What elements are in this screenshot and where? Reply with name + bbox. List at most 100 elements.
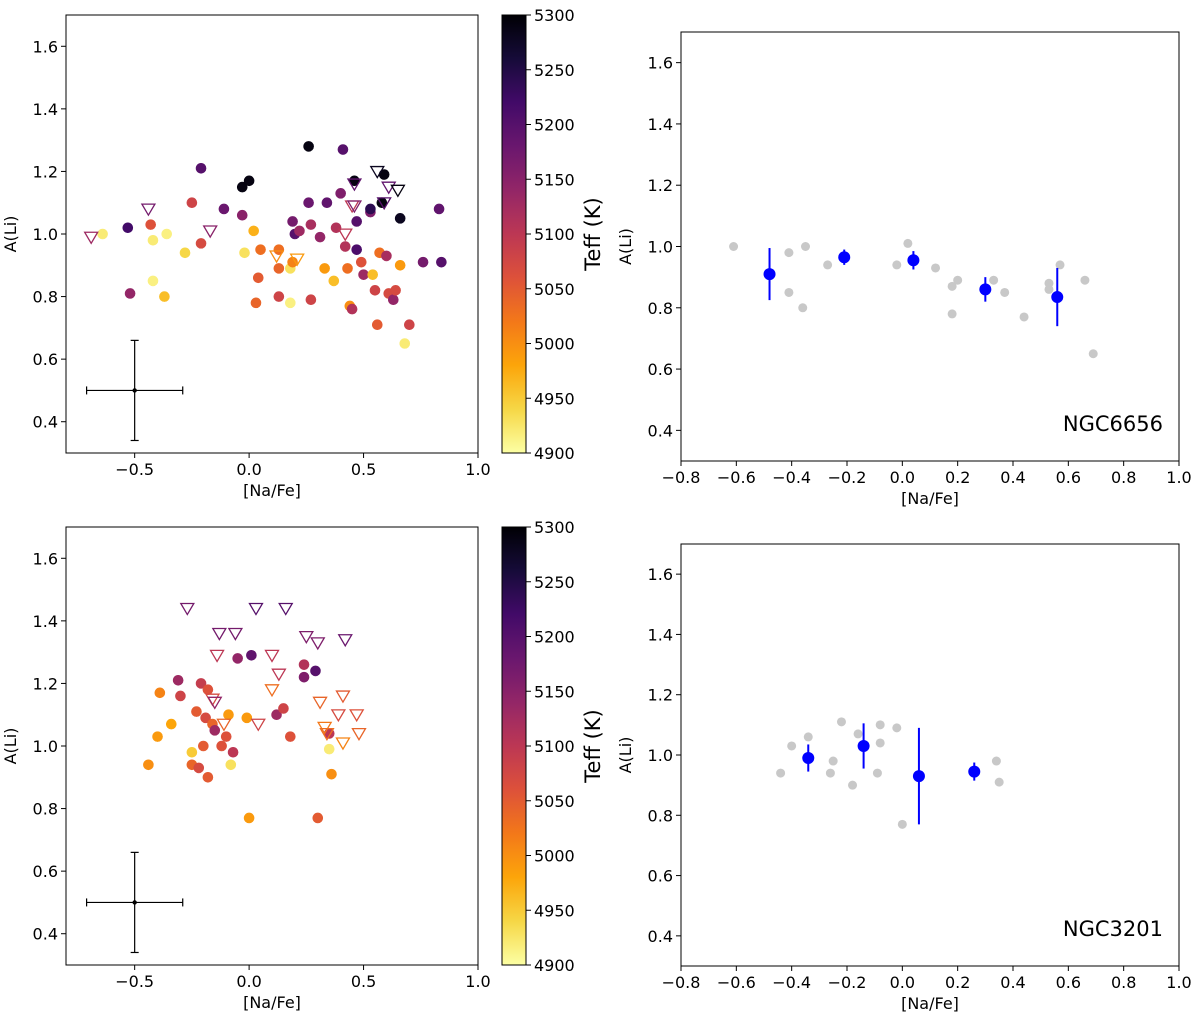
y-tick-label: 0.6 bbox=[33, 350, 58, 369]
plot-frame bbox=[65, 14, 479, 454]
detection-point bbox=[285, 731, 296, 742]
detection-point bbox=[342, 263, 353, 274]
detection-point bbox=[312, 812, 324, 824]
gray-point bbox=[892, 260, 902, 270]
y-tick-label: 1.6 bbox=[33, 37, 58, 56]
detection-point bbox=[246, 649, 257, 661]
x-tick-label: −0.2 bbox=[828, 468, 867, 487]
colorbar-tick-label: 5100 bbox=[534, 225, 575, 244]
x-tick-label: 1.0 bbox=[1166, 973, 1191, 992]
gray-point bbox=[1019, 312, 1029, 322]
upper-limit-marker bbox=[337, 228, 353, 242]
detection-point bbox=[294, 225, 305, 237]
detection-point bbox=[159, 291, 170, 302]
detection-point bbox=[310, 665, 321, 677]
x-tick-label: 0.5 bbox=[351, 460, 376, 479]
colorbar-tick-label: 4950 bbox=[534, 901, 575, 920]
x-tick-label: 0.4 bbox=[1000, 468, 1025, 487]
detection-point bbox=[323, 743, 335, 755]
upper-limit-marker bbox=[312, 696, 328, 710]
gray-point bbox=[892, 723, 902, 733]
y-tick-label: 1.2 bbox=[33, 674, 58, 693]
y-tick-label: 1.2 bbox=[648, 176, 673, 195]
detection-point bbox=[198, 740, 209, 752]
x-tick-label: 0.4 bbox=[1000, 973, 1025, 992]
x-tick-label: 0.0 bbox=[890, 468, 915, 487]
upper-limit-marker bbox=[335, 737, 351, 751]
gray-point bbox=[947, 281, 957, 291]
blue-mean-point bbox=[802, 752, 815, 765]
detection-point bbox=[250, 297, 262, 309]
panel-bottom-left: −0.5 0.0 0.5 1.0 0.4 0.6 0.8 1.0 1.2 1.4 1.6 [Na/Fe… bbox=[1, 518, 605, 1012]
y-tick-label: 1.6 bbox=[33, 549, 58, 568]
y-axis-label: A(Li) bbox=[1, 216, 20, 253]
gray-point bbox=[1000, 287, 1010, 297]
detection-point bbox=[369, 285, 381, 296]
upper-limit-marker bbox=[330, 709, 347, 723]
y-tick-label: 0.4 bbox=[648, 421, 673, 440]
plot-area bbox=[729, 238, 1098, 359]
gray-point bbox=[848, 780, 858, 790]
colorbar-tick-label: 5200 bbox=[534, 628, 575, 647]
detection-point bbox=[252, 272, 264, 284]
detection-point bbox=[202, 771, 214, 783]
blue-mean-point bbox=[968, 765, 981, 778]
detection-point bbox=[154, 687, 166, 699]
colorbar-tick-label: 5100 bbox=[534, 737, 575, 756]
upper-limit-marker bbox=[268, 250, 285, 264]
upper-limit-marker bbox=[248, 602, 264, 616]
detection-point bbox=[223, 709, 234, 721]
detection-point bbox=[200, 712, 211, 724]
y-tick-label: 1.4 bbox=[648, 625, 673, 644]
x-tick-label: 1.0 bbox=[1166, 468, 1191, 487]
colorbar-tick-label: 5300 bbox=[534, 6, 575, 25]
gray-point bbox=[1088, 349, 1098, 359]
detection-point bbox=[97, 228, 108, 240]
detection-point bbox=[175, 690, 186, 702]
detection-point bbox=[298, 671, 310, 683]
gray-point bbox=[991, 756, 1001, 766]
x-tick-label: 0.2 bbox=[945, 973, 970, 992]
detection-point bbox=[330, 222, 342, 234]
upper-limit-marker bbox=[271, 668, 287, 682]
detection-point bbox=[305, 219, 317, 230]
upper-limit-marker bbox=[337, 634, 353, 648]
colorbar-tick-label: 5150 bbox=[534, 170, 575, 189]
x-tick-label: −0.6 bbox=[717, 973, 756, 992]
colorbar-tick-label: 5150 bbox=[534, 682, 575, 701]
y-tick-label: 0.4 bbox=[33, 925, 58, 944]
detection-point bbox=[303, 197, 314, 209]
y-tick-label: 1.6 bbox=[648, 565, 673, 584]
colorbar-tick-label: 5050 bbox=[534, 280, 575, 299]
x-tick-label: −0.2 bbox=[828, 973, 867, 992]
upper-limit-marker bbox=[216, 718, 232, 732]
gray-point bbox=[1055, 260, 1065, 270]
blue-mean-point bbox=[979, 283, 992, 296]
detection-point bbox=[248, 225, 259, 237]
x-tick-label: 1.0 bbox=[465, 460, 490, 479]
upper-limit-marker bbox=[264, 684, 280, 698]
x-axis-label: [Na/Fe] bbox=[243, 481, 301, 500]
plot-area bbox=[83, 141, 447, 442]
detection-point bbox=[239, 247, 250, 259]
y-tick-label: 1.2 bbox=[648, 686, 673, 705]
detection-point bbox=[236, 209, 248, 221]
gray-point bbox=[776, 768, 786, 778]
gray-point bbox=[875, 720, 885, 730]
gray-point bbox=[897, 819, 907, 829]
panel-top-right: −0.8 −0.6 −0.4 −0.2 0.0 0.2 0.4 0.6 0.8 1.0 0.4 0.6… bbox=[616, 31, 1192, 508]
blue-mean-point bbox=[838, 251, 851, 264]
upper-limit-marker bbox=[376, 197, 392, 211]
upper-limit-marker bbox=[250, 718, 266, 732]
colorbar-tick-label: 5000 bbox=[534, 847, 575, 866]
detection-point bbox=[328, 275, 340, 287]
upper-limit-marker bbox=[335, 690, 351, 704]
colorbar-tick-label: 5050 bbox=[534, 792, 575, 811]
error-bar-center bbox=[132, 388, 137, 393]
upper-limit-marker bbox=[140, 203, 157, 217]
colorbar-tick-label: 4900 bbox=[534, 956, 575, 975]
detection-point bbox=[285, 297, 296, 309]
y-axis-label: A(Li) bbox=[616, 228, 635, 265]
detection-point bbox=[161, 228, 173, 240]
